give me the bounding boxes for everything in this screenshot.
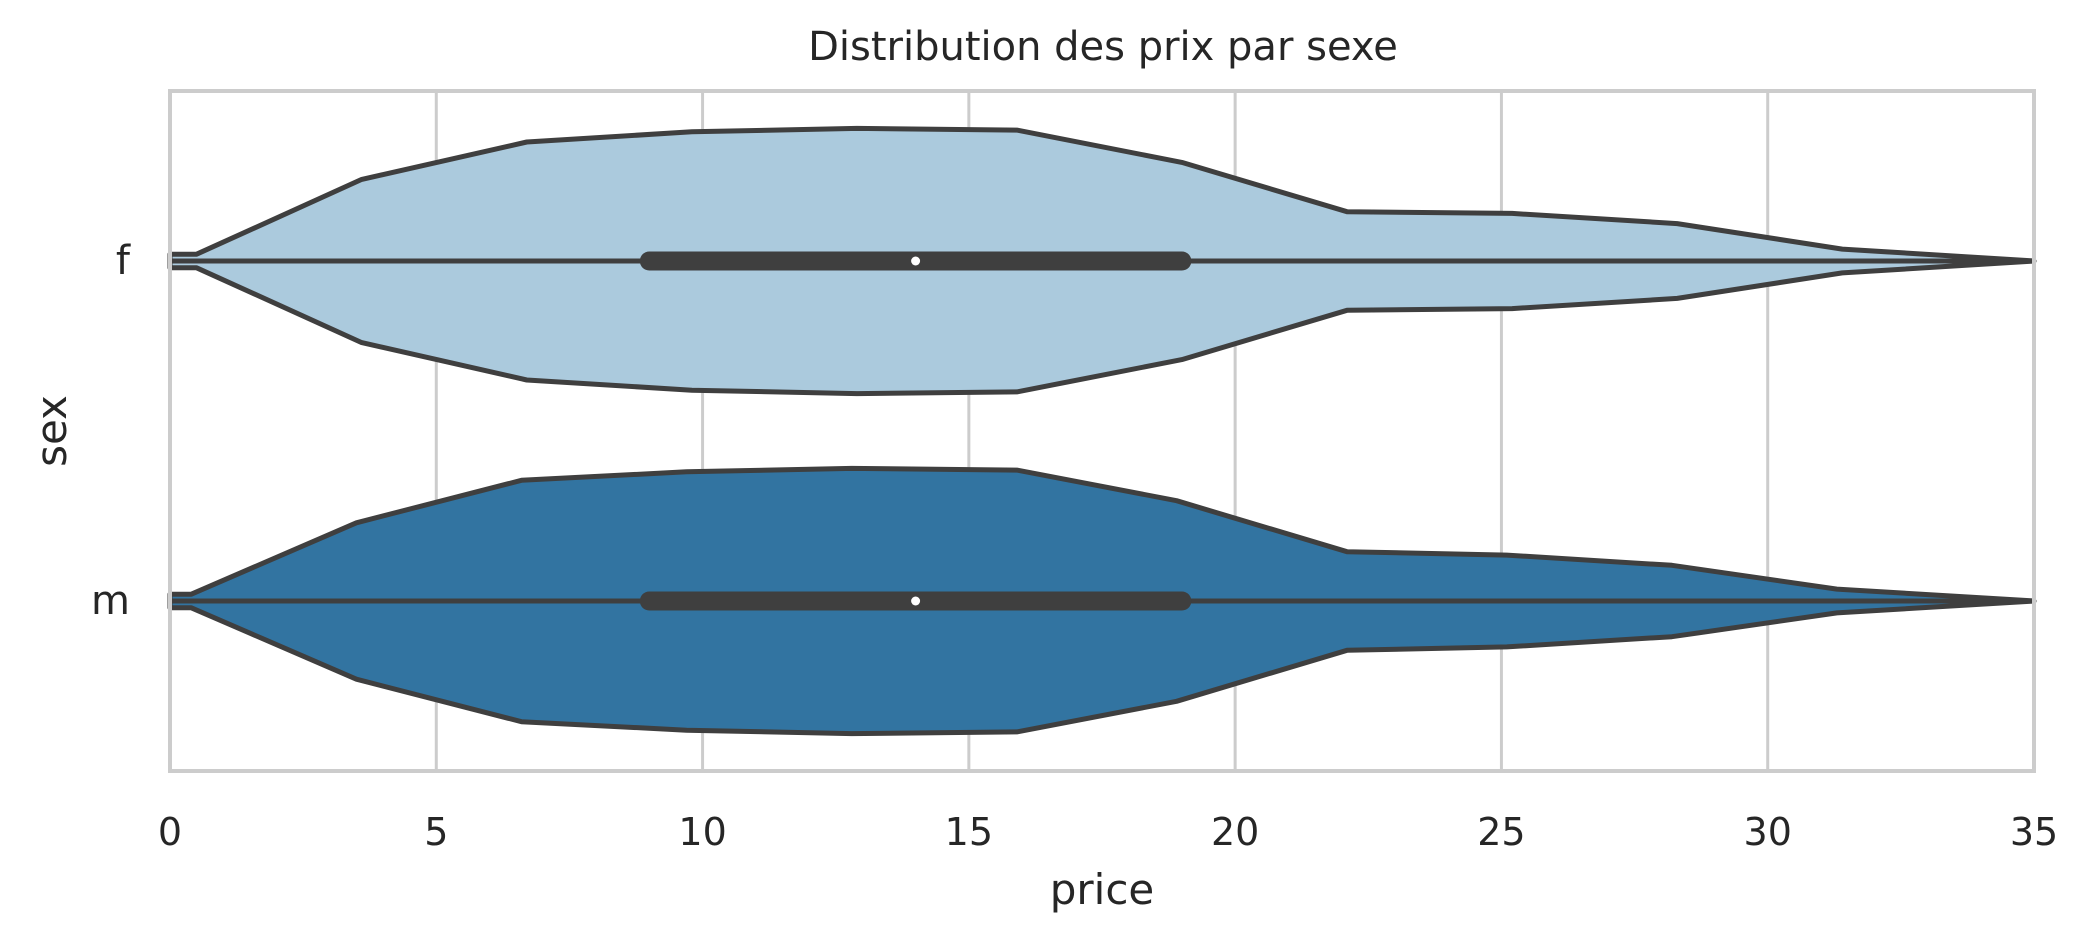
violins (167, 125, 2037, 737)
x-tick-label: 35 (2010, 810, 2058, 854)
y-tick-labels: fm (91, 238, 131, 624)
plot-frame (168, 89, 2036, 773)
y-tick-label: m (91, 578, 130, 624)
x-tick-label: 0 (158, 810, 182, 854)
violin-f (167, 125, 2037, 397)
x-tick-label: 30 (1744, 810, 1792, 854)
x-tick-label: 25 (1477, 810, 1525, 854)
x-axis-label: price (1050, 865, 1155, 914)
median-marker (911, 256, 921, 266)
x-tick-labels: 0 5 10 15 20 25 30 35 (158, 810, 2058, 854)
y-tick-label: f (116, 238, 131, 284)
x-tick-label: 15 (945, 810, 993, 854)
x-tick-label: 5 (424, 810, 448, 854)
median-marker (911, 596, 921, 606)
violin-m (167, 465, 2037, 737)
x-tick-label: 20 (1211, 810, 1259, 854)
y-axis-label: sex (27, 395, 76, 467)
chart-title: Distribution des prix par sexe (808, 24, 1398, 70)
x-tick-label: 10 (678, 810, 726, 854)
